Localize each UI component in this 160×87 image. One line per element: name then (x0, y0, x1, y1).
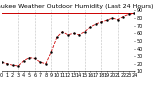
Title: Milwaukee Weather Outdoor Humidity (Last 24 Hours): Milwaukee Weather Outdoor Humidity (Last… (0, 4, 153, 9)
